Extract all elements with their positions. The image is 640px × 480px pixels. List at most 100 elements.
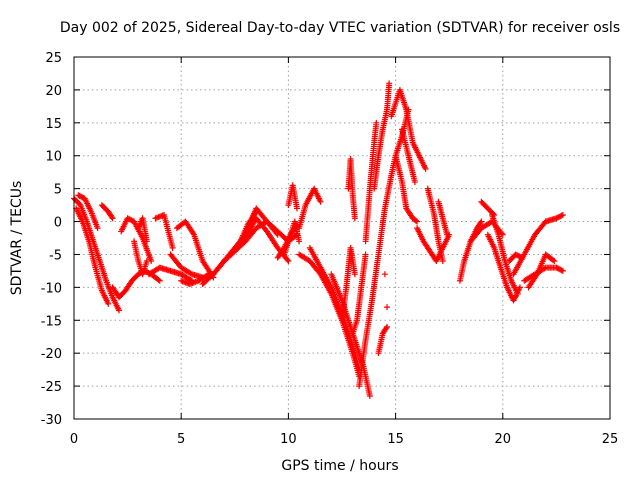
series-t45	[510, 211, 566, 278]
data-point	[284, 256, 291, 263]
data-point	[156, 277, 163, 284]
series-t1	[71, 195, 123, 314]
series-t25	[339, 244, 358, 324]
y-tick-label: 10	[45, 150, 62, 165]
data-point	[477, 219, 484, 226]
data-point	[362, 251, 369, 258]
series-t27	[349, 251, 369, 337]
data-point	[116, 307, 123, 314]
data-point	[414, 218, 421, 225]
series-t10	[152, 211, 176, 251]
data-point	[386, 80, 393, 87]
x-tick-label: 10	[280, 432, 297, 447]
series-t36	[399, 126, 418, 186]
y-tick-label: -30	[41, 413, 62, 428]
data-point	[519, 254, 526, 261]
data-point	[317, 198, 324, 205]
y-tick-label: -25	[41, 380, 62, 395]
series-t32	[381, 271, 388, 278]
x-tick-label: 25	[602, 432, 619, 447]
data-point	[559, 267, 566, 274]
series-t33	[384, 304, 391, 311]
series-t29	[362, 119, 380, 245]
series-t30	[371, 80, 393, 192]
series-t21	[296, 185, 324, 232]
data-point	[558, 212, 565, 219]
series-t7	[131, 238, 150, 278]
data-point	[373, 119, 380, 126]
data-point	[143, 258, 150, 265]
x-tick-label: 15	[387, 432, 404, 447]
data-point	[412, 217, 419, 224]
data-point	[384, 304, 391, 311]
data-point	[550, 257, 557, 264]
y-axis-label: SDTVAR / TECUs	[9, 181, 25, 296]
data-point	[296, 238, 303, 245]
x-tick-label: 20	[495, 432, 512, 447]
series-t38	[424, 185, 446, 265]
series-t26	[345, 156, 358, 222]
data-point	[169, 244, 176, 251]
series-t9	[146, 264, 195, 284]
data-point	[422, 165, 429, 172]
data-point	[109, 215, 116, 222]
data-point	[253, 208, 260, 215]
data-point	[516, 284, 523, 291]
series-t4	[98, 202, 116, 222]
series-t31	[375, 323, 391, 357]
data-point	[559, 211, 566, 218]
series-t46	[521, 264, 566, 284]
data-point	[105, 300, 112, 307]
grid-lines	[74, 57, 610, 419]
y-tick-label: -5	[49, 248, 62, 263]
series-t47	[525, 251, 558, 291]
y-tick-label: 15	[45, 117, 62, 132]
data-point	[514, 290, 521, 297]
series-t3	[75, 192, 101, 232]
series-t35	[392, 152, 421, 225]
data-point	[274, 231, 281, 238]
series-t20	[285, 182, 300, 212]
x-tick-label: 0	[70, 432, 78, 447]
data-point	[235, 242, 242, 249]
x-axis-label: GPS time / hours	[281, 458, 398, 474]
series-t8	[135, 215, 150, 245]
data-point	[187, 276, 194, 283]
data-point	[94, 225, 101, 232]
chart-title: Day 002 of 2025, Sidereal Day-to-day VTE…	[60, 20, 620, 36]
data-point	[143, 238, 150, 245]
y-tick-label: -15	[41, 314, 62, 329]
data-point	[383, 325, 390, 332]
y-tick-label: 25	[45, 51, 62, 66]
data-point	[155, 276, 162, 283]
series-t34	[388, 86, 429, 172]
y-tick-label: 5	[54, 183, 62, 198]
data-point	[273, 230, 280, 237]
x-tick-label: 5	[177, 432, 185, 447]
series-t37	[414, 225, 453, 265]
series-t13	[178, 271, 213, 288]
data-point	[293, 205, 300, 212]
data-point	[517, 254, 524, 261]
y-tick-label: 20	[45, 84, 62, 99]
series-t39	[435, 198, 451, 238]
data-point	[558, 267, 565, 274]
data-point	[285, 258, 292, 265]
series-t28	[356, 106, 412, 390]
data-point	[366, 392, 373, 399]
y-tick-label: 0	[54, 216, 62, 231]
series-t2	[73, 205, 112, 307]
data-point	[551, 258, 558, 265]
data-point	[381, 271, 388, 278]
data-point	[187, 270, 194, 277]
data-marks	[71, 80, 566, 399]
series-t17	[227, 208, 260, 258]
series-t43	[484, 231, 523, 304]
data-point	[384, 323, 391, 330]
y-tick-label: -10	[41, 281, 62, 296]
series-t48	[506, 251, 526, 265]
series-t19	[281, 218, 303, 258]
data-point	[444, 231, 451, 238]
data-point	[478, 218, 485, 225]
